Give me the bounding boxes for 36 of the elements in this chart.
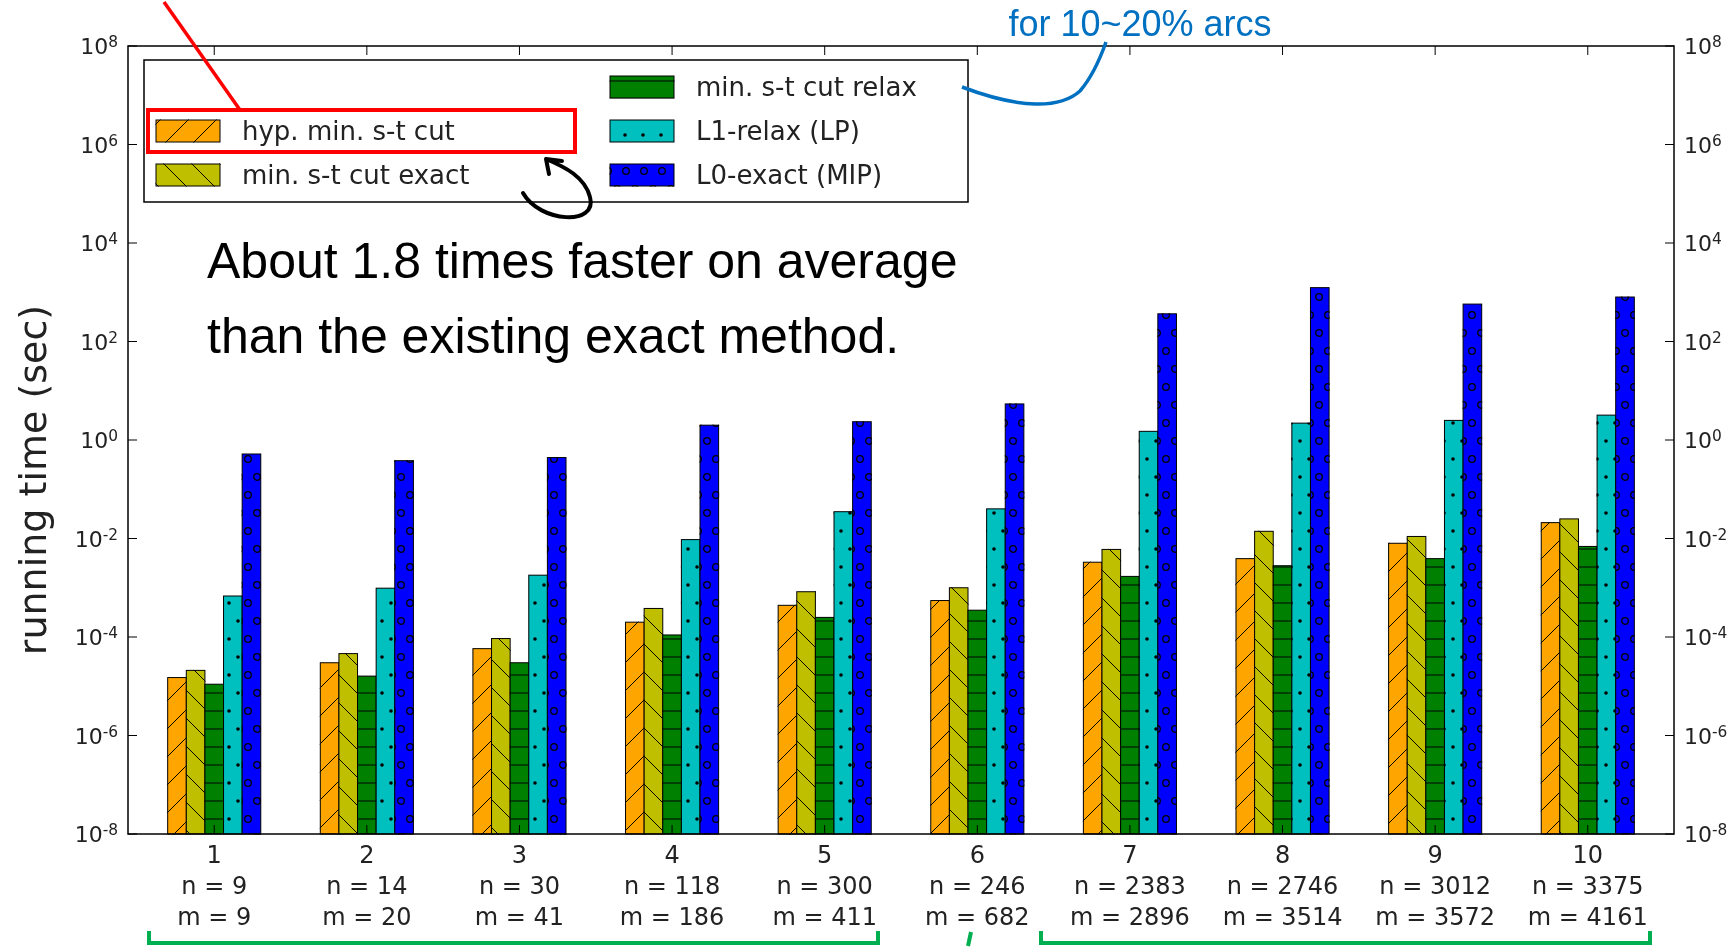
- x-tick-label: 9 n = 3012 m = 3572: [1375, 841, 1496, 931]
- text: 10$^{-8}$: [1684, 821, 1728, 847]
- legend-label: hyp. min. s-t cut: [242, 116, 455, 146]
- text: 10$^{-6}$: [1684, 722, 1728, 749]
- x-tick-label: 10 n = 3375 m = 4161: [1527, 841, 1648, 931]
- text: for 10~20% arcs: [1008, 3, 1272, 44]
- x-tick-label: 7 n = 2383 m = 2896: [1070, 841, 1190, 931]
- text: 10$^{0}$: [1684, 427, 1722, 453]
- y-axis-title: running time (sec): [11, 304, 55, 656]
- text: 10$^{4}$: [1684, 230, 1722, 256]
- y-tick-label: 10$^{0}$: [80, 427, 118, 453]
- annotation: About 1.8 times faster on average than the existing exact method.: [207, 233, 958, 364]
- x-tick-label: 3 n = 30 m = 41: [474, 841, 565, 931]
- y-tick-label: 10$^{6}$: [80, 131, 118, 158]
- y-tick-label: 10$^{8}$: [80, 33, 118, 59]
- x-tick-label: 1 n = 9 m = 9: [177, 841, 252, 931]
- text: 10$^{6}$: [1684, 131, 1722, 158]
- legend-label: L0-exact (MIP): [696, 160, 883, 190]
- x-tick-label: 2 n = 14 m = 20: [322, 841, 412, 931]
- legend-label: L1-relax (LP): [696, 116, 860, 146]
- text: 10$^{2}$: [1684, 328, 1722, 355]
- y-tick-label: 10$^{-6}$: [74, 722, 118, 749]
- x-tick-label: 6 n = 246 m = 682: [925, 841, 1030, 931]
- legend-label: min. s-t cut exact: [242, 160, 470, 190]
- legend-label: min. s-t cut relax: [696, 72, 917, 102]
- y-tick-label: 10$^{-8}$: [74, 821, 118, 847]
- y-tick-label: 10$^{-4}$: [74, 624, 118, 650]
- x-tick-label: 8 n = 2746 m = 3514: [1222, 841, 1343, 931]
- text: 10$^{8}$: [1684, 33, 1722, 59]
- y-tick-label: 10$^{2}$: [80, 328, 118, 355]
- text: 10$^{-2}$: [1684, 525, 1728, 552]
- text: 10$^{-4}$: [1684, 624, 1728, 650]
- y-tick-label: 10$^{4}$: [80, 230, 118, 256]
- x-tick-label: 5 n = 300 m = 411: [772, 841, 877, 931]
- x-tick-label: 4 n = 118 m = 186: [619, 841, 725, 931]
- y-tick-label: 10$^{-2}$: [74, 525, 118, 552]
